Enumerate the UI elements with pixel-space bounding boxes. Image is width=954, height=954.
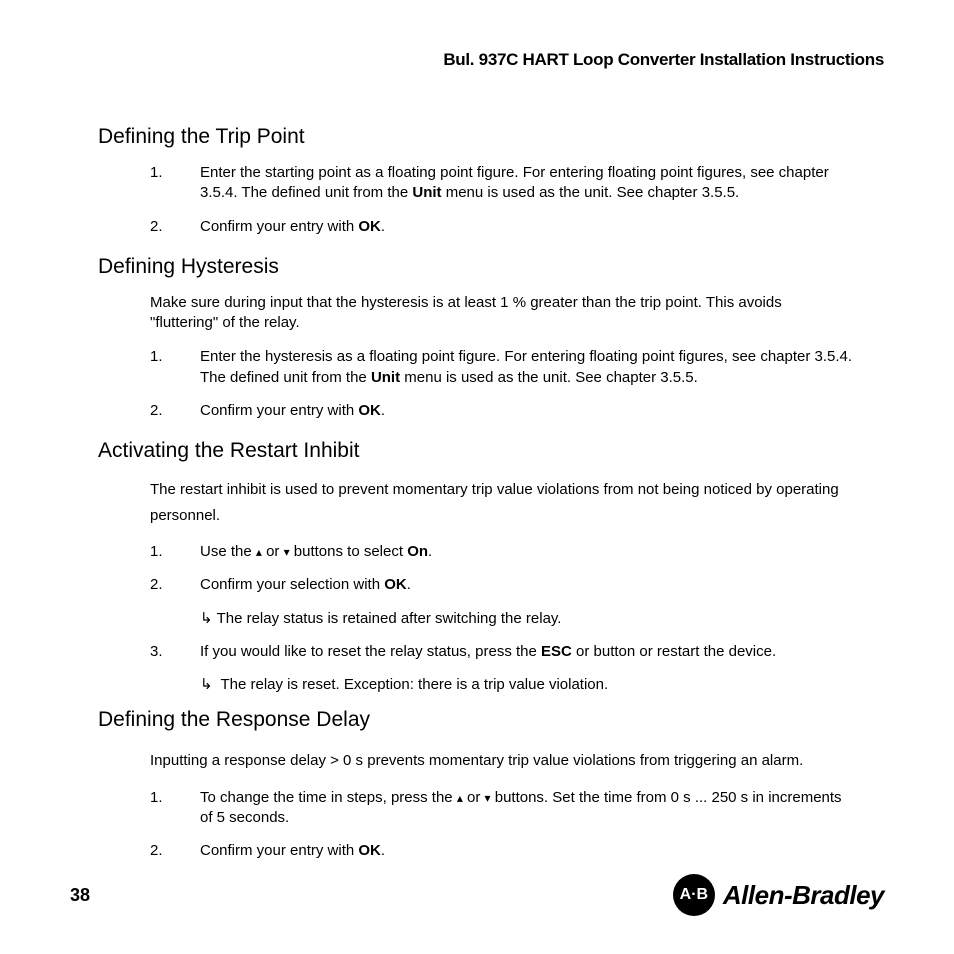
result-arrow-icon: ↳ <box>200 675 213 695</box>
brand-icon: A·B <box>673 874 715 916</box>
restart-steps: 1. Use the or buttons to select On. 2. C… <box>150 542 854 596</box>
step-text: To change the time in steps, press the o… <box>200 788 854 829</box>
result-arrow-icon: ↳ <box>200 609 213 629</box>
section-title-response-delay: Defining the Response Delay <box>98 708 884 732</box>
step-text: Use the or buttons to select On. <box>200 542 854 562</box>
list-item: 1. Use the or buttons to select On. <box>150 542 854 562</box>
hysteresis-intro: Make sure during input that the hysteres… <box>150 293 854 334</box>
result-text: ↳ The relay is reset. Exception: there i… <box>200 675 854 695</box>
response-steps: 1. To change the time in steps, press th… <box>150 788 854 862</box>
document-header: Bul. 937C HART Loop Converter Installati… <box>70 50 884 70</box>
list-item: 2. Confirm your selection with OK. <box>150 575 854 595</box>
step-number: 2. <box>150 841 200 861</box>
list-item: 1. To change the time in steps, press th… <box>150 788 854 829</box>
step-number: 2. <box>150 217 200 237</box>
step-text: Enter the starting point as a floating p… <box>200 163 854 204</box>
list-item: 1. Enter the hysteresis as a floating po… <box>150 347 854 388</box>
step-number: 2. <box>150 575 200 595</box>
section-title-hysteresis: Defining Hysteresis <box>98 255 884 279</box>
response-intro: Inputting a response delay > 0 s prevent… <box>150 748 854 774</box>
trip-point-steps: 1. Enter the starting point as a floatin… <box>150 163 854 237</box>
list-item: 2. Confirm your entry with OK. <box>150 217 854 237</box>
list-item: 3. If you would like to reset the relay … <box>150 642 854 662</box>
document-page: Bul. 937C HART Loop Converter Installati… <box>0 0 954 862</box>
section-title-trip-point: Defining the Trip Point <box>98 125 884 149</box>
restart-intro: The restart inhibit is used to prevent m… <box>150 477 854 528</box>
list-item: 2. Confirm your entry with OK. <box>150 841 854 861</box>
step-number: 1. <box>150 542 200 562</box>
step-text: Enter the hysteresis as a floating point… <box>200 347 854 388</box>
step-text: Confirm your entry with OK. <box>200 217 854 237</box>
page-number: 38 <box>70 885 90 906</box>
step-number: 3. <box>150 642 200 662</box>
section-title-restart-inhibit: Activating the Restart Inhibit <box>98 439 884 463</box>
step-number: 1. <box>150 163 200 204</box>
step-number: 1. <box>150 347 200 388</box>
page-footer: 38 B A·B Allen-Bradley <box>70 874 884 916</box>
step-number: 2. <box>150 401 200 421</box>
restart-steps-cont: 3. If you would like to reset the relay … <box>150 642 854 662</box>
brand-logo: B A·B Allen-Bradley <box>673 874 884 916</box>
step-number: 1. <box>150 788 200 829</box>
step-text: If you would like to reset the relay sta… <box>200 642 854 662</box>
step-text: Confirm your entry with OK. <box>200 841 854 861</box>
step-text: Confirm your entry with OK. <box>200 401 854 421</box>
list-item: 2. Confirm your entry with OK. <box>150 401 854 421</box>
brand-name: Allen-Bradley <box>723 880 884 911</box>
list-item: 1. Enter the starting point as a floatin… <box>150 163 854 204</box>
result-text: ↳The relay status is retained after swit… <box>200 609 854 629</box>
hysteresis-steps: 1. Enter the hysteresis as a floating po… <box>150 347 854 421</box>
step-text: Confirm your selection with OK. <box>200 575 854 595</box>
